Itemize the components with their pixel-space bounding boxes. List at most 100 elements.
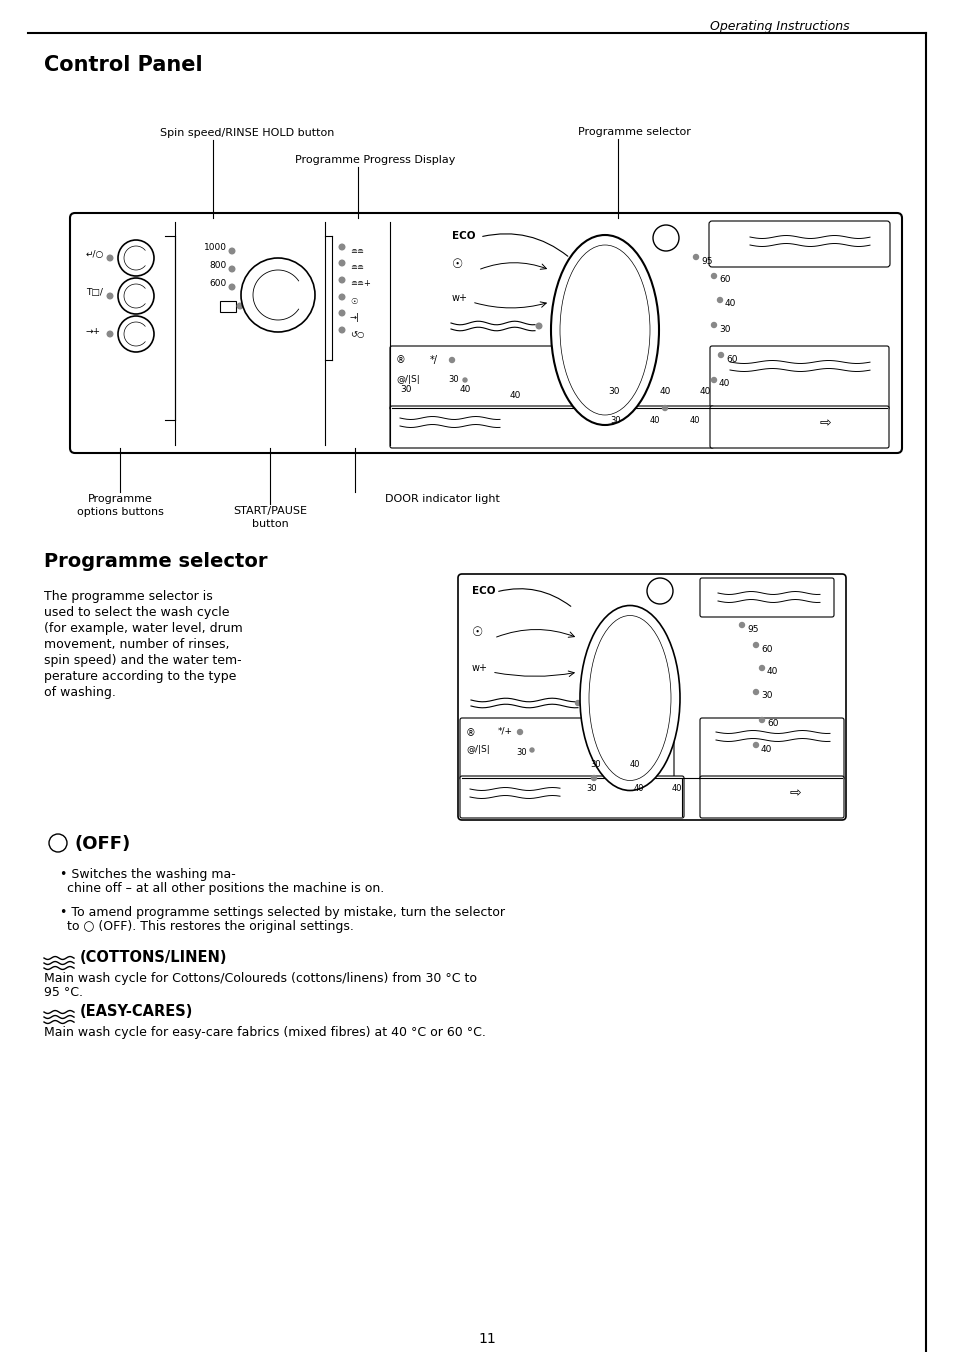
Text: 30: 30 bbox=[609, 416, 620, 425]
Text: • Switches the washing ma-: • Switches the washing ma- bbox=[60, 868, 235, 882]
FancyBboxPatch shape bbox=[709, 346, 888, 410]
Text: */: */ bbox=[430, 356, 437, 365]
Text: @/|S|: @/|S| bbox=[395, 375, 419, 384]
Text: →+: →+ bbox=[86, 326, 101, 335]
Text: w+: w+ bbox=[452, 293, 468, 303]
Text: ⇨: ⇨ bbox=[789, 786, 801, 800]
Text: 40: 40 bbox=[634, 784, 644, 794]
Text: 40: 40 bbox=[760, 745, 772, 753]
FancyBboxPatch shape bbox=[459, 776, 683, 818]
Text: 30: 30 bbox=[585, 784, 596, 794]
Text: used to select the wash cycle: used to select the wash cycle bbox=[44, 606, 230, 619]
Text: Programme: Programme bbox=[88, 493, 152, 504]
Circle shape bbox=[339, 245, 344, 250]
Text: of washing.: of washing. bbox=[44, 685, 115, 699]
Text: 40: 40 bbox=[659, 388, 671, 396]
Text: perature according to the type: perature according to the type bbox=[44, 671, 236, 683]
Text: options buttons: options buttons bbox=[76, 507, 163, 516]
Text: (EASY-CARES): (EASY-CARES) bbox=[80, 1005, 193, 1019]
Circle shape bbox=[711, 377, 716, 383]
Text: Programme Progress Display: Programme Progress Display bbox=[294, 155, 455, 165]
FancyBboxPatch shape bbox=[70, 214, 901, 453]
Circle shape bbox=[591, 776, 596, 780]
Circle shape bbox=[107, 331, 112, 337]
Text: to ○ (OFF). This restores the original settings.: to ○ (OFF). This restores the original s… bbox=[67, 919, 354, 933]
Text: ⇨: ⇨ bbox=[820, 416, 831, 430]
Circle shape bbox=[753, 642, 758, 648]
Text: 600: 600 bbox=[210, 280, 227, 288]
Text: spin speed) and the water tem-: spin speed) and the water tem- bbox=[44, 654, 241, 667]
Text: 40: 40 bbox=[724, 300, 736, 308]
Circle shape bbox=[693, 254, 698, 260]
FancyBboxPatch shape bbox=[390, 406, 713, 448]
Text: Control Panel: Control Panel bbox=[44, 55, 202, 74]
Text: w+: w+ bbox=[472, 662, 488, 673]
Text: 40: 40 bbox=[689, 416, 700, 425]
Text: ≘≘: ≘≘ bbox=[350, 246, 364, 256]
Text: ®: ® bbox=[395, 356, 405, 365]
Text: T□/: T□/ bbox=[86, 288, 103, 297]
Text: 1000: 1000 bbox=[204, 243, 227, 253]
Text: 40: 40 bbox=[671, 784, 681, 794]
Circle shape bbox=[517, 730, 522, 734]
Text: 40: 40 bbox=[459, 385, 471, 395]
Ellipse shape bbox=[579, 606, 679, 791]
Text: 60: 60 bbox=[766, 719, 778, 729]
Circle shape bbox=[107, 293, 112, 299]
Text: movement, number of rinses,: movement, number of rinses, bbox=[44, 638, 230, 652]
Text: 40: 40 bbox=[700, 388, 711, 396]
Text: START/PAUSE: START/PAUSE bbox=[233, 506, 307, 516]
Text: Programme selector: Programme selector bbox=[44, 552, 267, 571]
Text: button: button bbox=[252, 519, 288, 529]
Text: ↵/○: ↵/○ bbox=[86, 250, 104, 260]
FancyBboxPatch shape bbox=[390, 346, 594, 410]
Circle shape bbox=[339, 310, 344, 316]
Circle shape bbox=[530, 748, 534, 752]
Circle shape bbox=[753, 690, 758, 695]
Text: ☉: ☉ bbox=[452, 258, 463, 272]
Circle shape bbox=[107, 256, 112, 261]
Ellipse shape bbox=[551, 235, 659, 425]
Circle shape bbox=[717, 297, 721, 303]
Text: 30: 30 bbox=[760, 691, 772, 700]
Text: (for example, water level, drum: (for example, water level, drum bbox=[44, 622, 242, 635]
Circle shape bbox=[645, 776, 650, 780]
Text: 30: 30 bbox=[719, 324, 730, 334]
FancyBboxPatch shape bbox=[700, 718, 843, 780]
FancyBboxPatch shape bbox=[700, 776, 843, 818]
Circle shape bbox=[718, 353, 722, 357]
FancyBboxPatch shape bbox=[700, 579, 833, 617]
Text: 30: 30 bbox=[516, 748, 526, 757]
Text: (COTTONS/LINEN): (COTTONS/LINEN) bbox=[80, 950, 227, 965]
Text: Operating Instructions: Operating Instructions bbox=[709, 20, 849, 32]
Text: 30: 30 bbox=[589, 760, 600, 769]
Text: 40: 40 bbox=[510, 391, 521, 399]
Circle shape bbox=[237, 303, 243, 308]
Text: ↺○: ↺○ bbox=[350, 330, 364, 338]
Circle shape bbox=[739, 622, 743, 627]
Text: ECO: ECO bbox=[452, 231, 475, 241]
Text: 40: 40 bbox=[719, 380, 730, 388]
Circle shape bbox=[759, 718, 763, 722]
Text: (OFF): (OFF) bbox=[75, 836, 132, 853]
Circle shape bbox=[536, 323, 541, 329]
Circle shape bbox=[602, 406, 607, 411]
Text: @/|S|: @/|S| bbox=[465, 745, 489, 754]
Circle shape bbox=[449, 357, 454, 362]
Text: 30: 30 bbox=[399, 385, 411, 395]
Text: 40: 40 bbox=[766, 668, 778, 676]
Text: 60: 60 bbox=[725, 354, 737, 364]
Text: 95 °C.: 95 °C. bbox=[44, 986, 83, 999]
Circle shape bbox=[759, 665, 763, 671]
Text: 11: 11 bbox=[477, 1332, 496, 1347]
Circle shape bbox=[753, 742, 758, 748]
Circle shape bbox=[711, 273, 716, 279]
Text: Spin speed/RINSE HOLD button: Spin speed/RINSE HOLD button bbox=[160, 128, 334, 138]
Circle shape bbox=[229, 284, 234, 289]
Bar bbox=[220, 301, 235, 312]
FancyBboxPatch shape bbox=[709, 406, 888, 448]
Text: 60: 60 bbox=[760, 645, 772, 653]
Text: The programme selector is: The programme selector is bbox=[44, 589, 213, 603]
Text: ≘≘: ≘≘ bbox=[350, 262, 364, 272]
FancyBboxPatch shape bbox=[457, 575, 845, 821]
